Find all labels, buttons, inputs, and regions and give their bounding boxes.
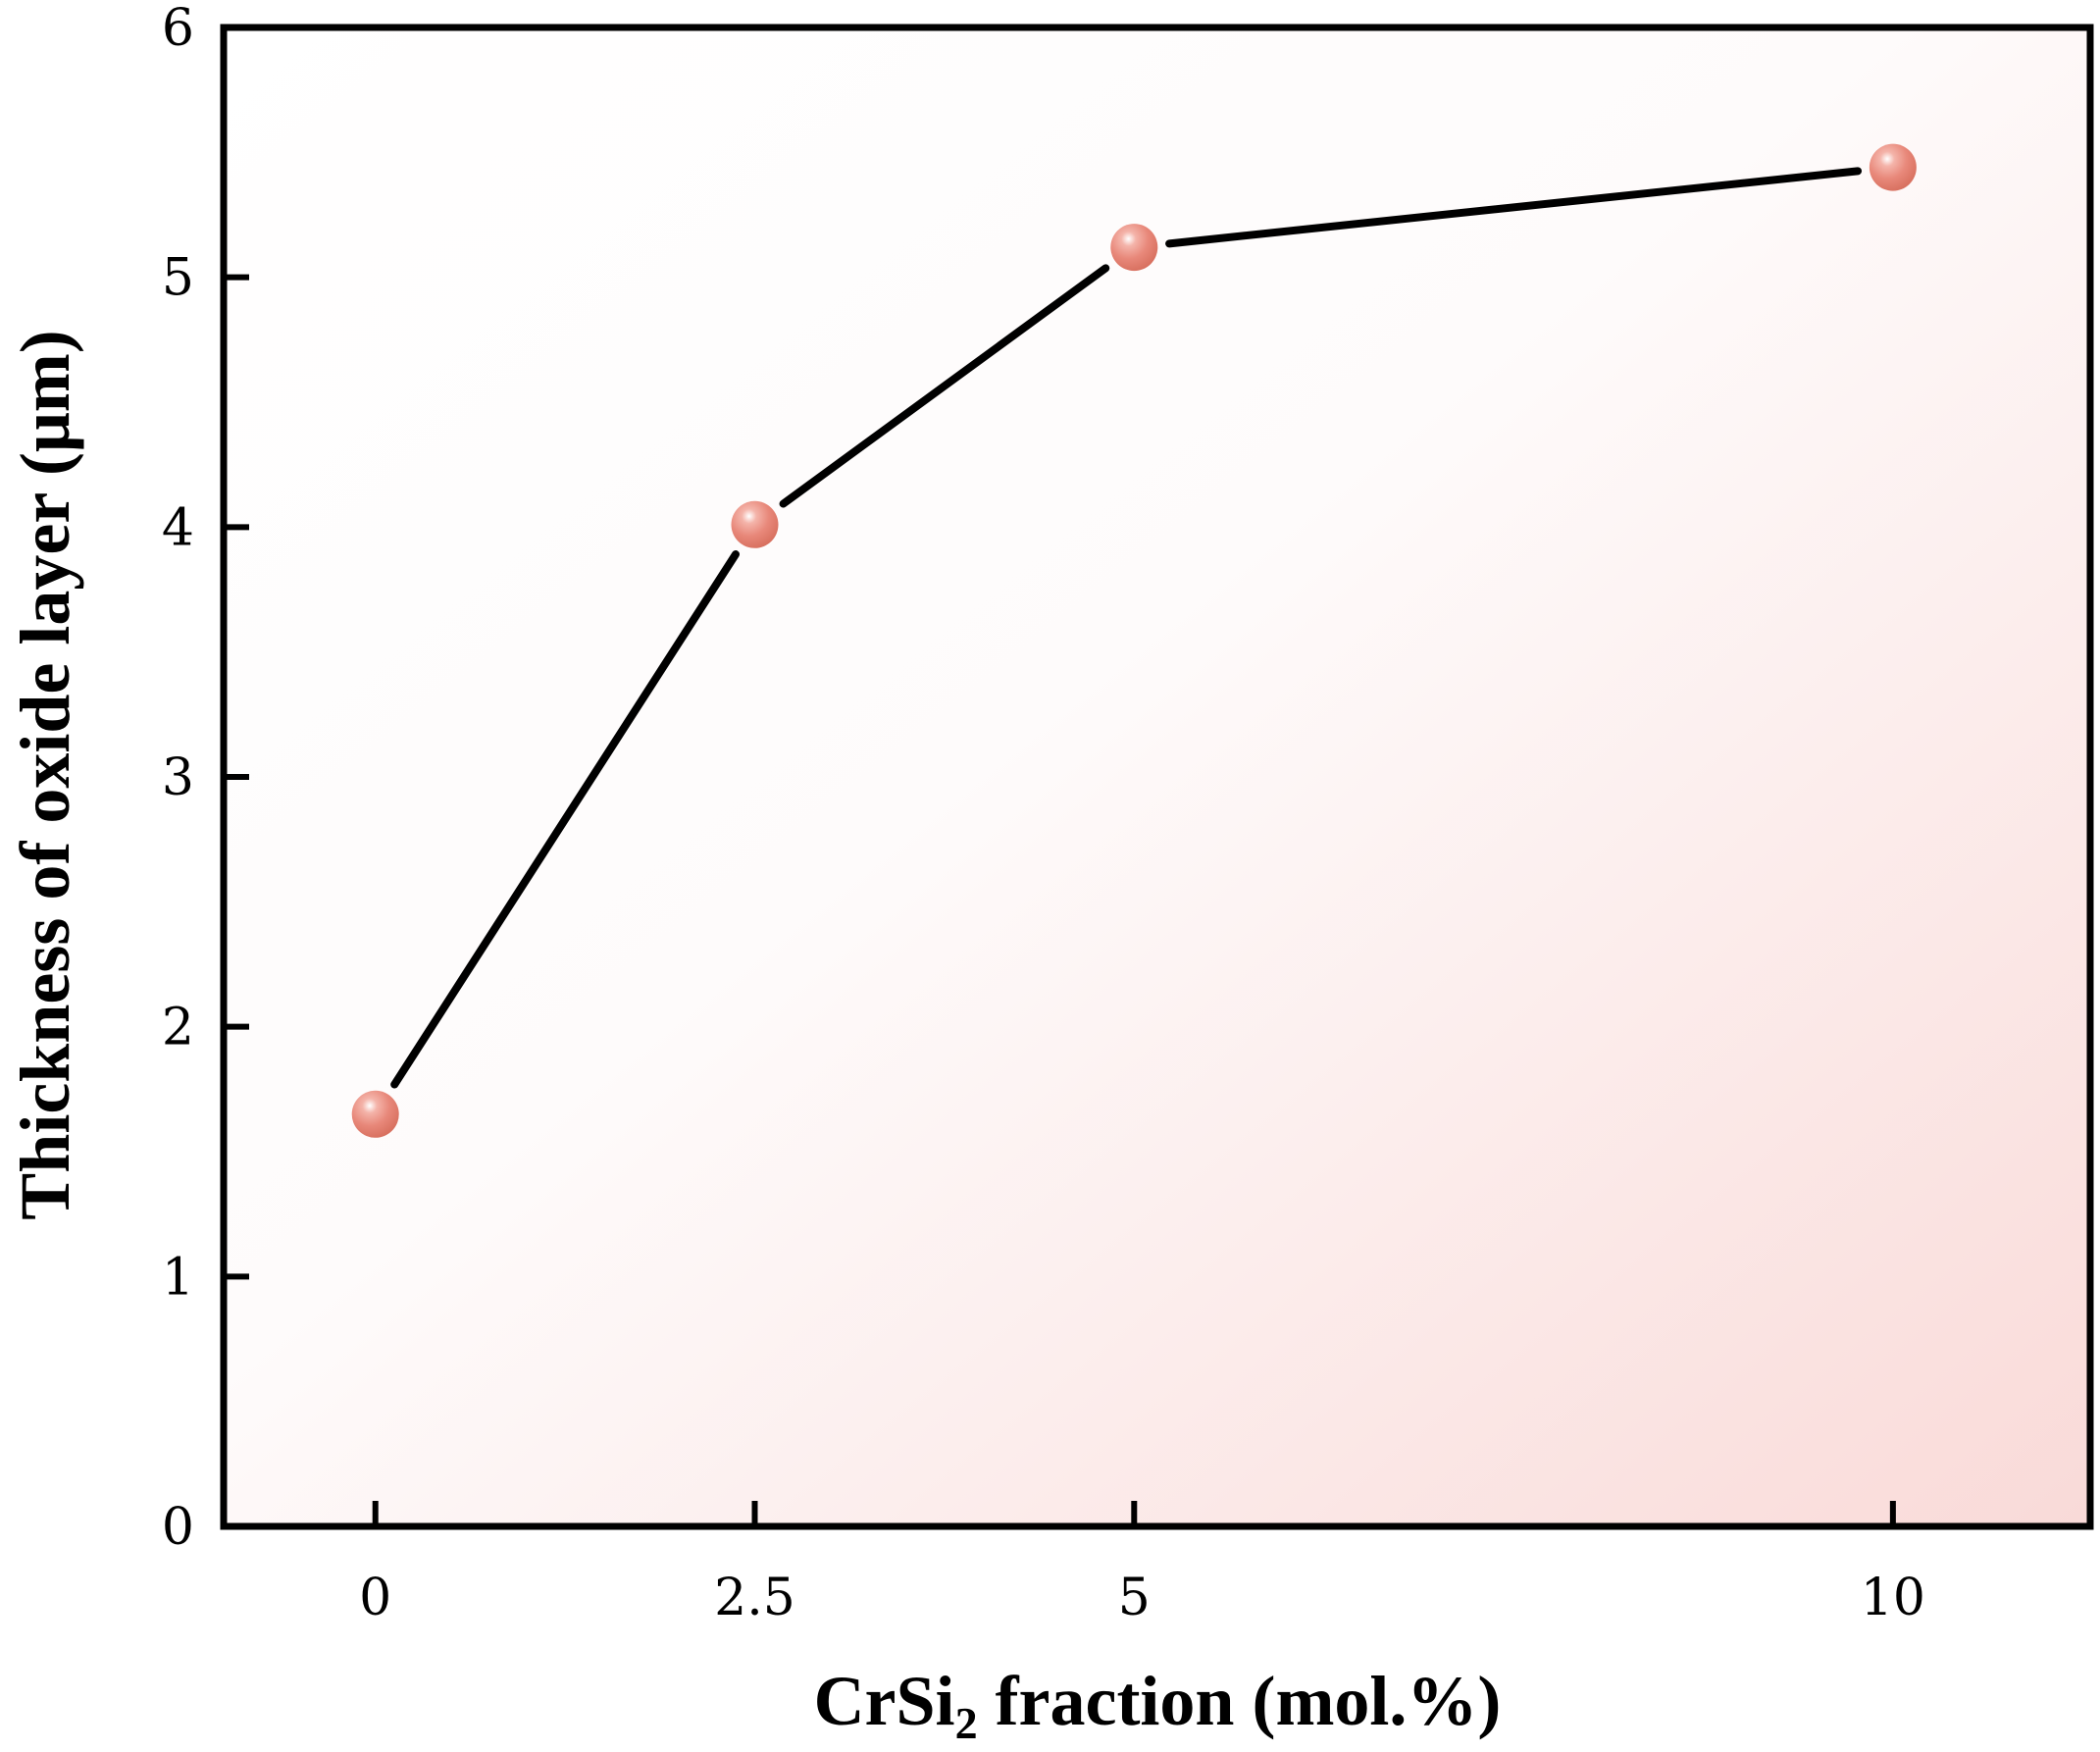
y-axis-ticks: 0 1 2 3 4 5 6 — [162, 0, 249, 1557]
y-tick-label: 5 — [162, 249, 194, 308]
x-axis-title-suffix: fraction (mol.%) — [978, 1662, 1502, 1740]
y-tick-label: 0 — [162, 1498, 194, 1557]
series-layer — [351, 143, 1917, 1138]
x-tick-label: 0 — [359, 1569, 391, 1627]
data-point — [351, 1090, 399, 1138]
x-tick-label: 10 — [1861, 1569, 1925, 1627]
plot-background — [224, 27, 2090, 1526]
x-axis-title: CrSi2 fraction (mol.%) — [814, 1662, 1502, 1748]
data-point — [1110, 224, 1158, 272]
y-axis-title: Thickness of oxide layer (μm) — [6, 330, 84, 1219]
x-tick-label: 5 — [1118, 1569, 1151, 1627]
y-tick-label: 4 — [162, 498, 194, 557]
data-point — [731, 500, 779, 548]
series-line-segment — [779, 264, 1110, 508]
x-axis-title-subscript: 2 — [955, 1698, 978, 1748]
y-tick-label: 3 — [162, 748, 194, 807]
y-tick-label: 2 — [162, 999, 194, 1057]
plot-frame — [220, 24, 2094, 1530]
x-axis-ticks: 0 2.5 5 10 — [359, 1501, 1925, 1627]
series-line-segment — [390, 550, 741, 1089]
y-tick-label: 6 — [162, 0, 194, 58]
data-point — [1869, 143, 1917, 191]
x-axis-title-prefix: CrSi — [814, 1662, 955, 1740]
y-tick-label: 1 — [162, 1248, 194, 1307]
series-line-segment — [1165, 167, 1863, 248]
x-tick-label: 2.5 — [714, 1569, 795, 1627]
